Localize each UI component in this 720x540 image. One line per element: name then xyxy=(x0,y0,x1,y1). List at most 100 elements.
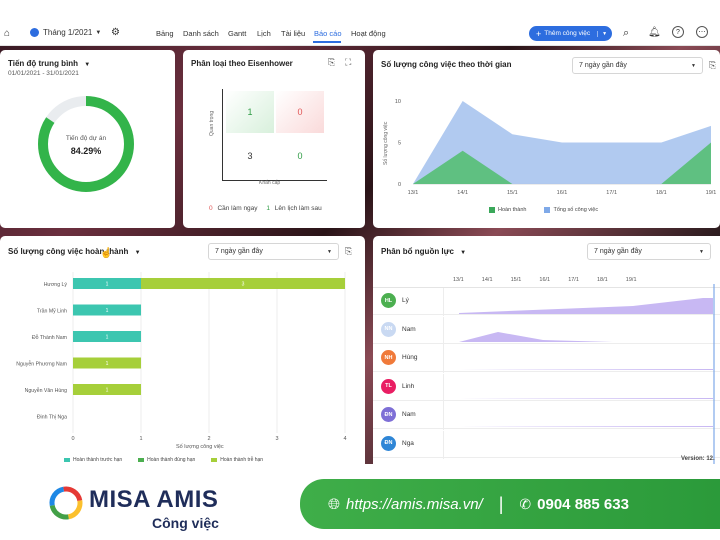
avatar: ĐN xyxy=(381,435,396,451)
column-divider xyxy=(443,316,444,345)
x-tick-label: 16/1 xyxy=(557,190,568,196)
phone-number[interactable]: 0904 885 633 xyxy=(537,495,629,513)
top-bar: ⌂ Tháng 1/2021 ▼ ⚙ Bảng Danh sách Gantt … xyxy=(0,0,720,46)
legend-swatch-done xyxy=(489,207,495,213)
bar-0 xyxy=(73,304,141,316)
period-selector[interactable]: Tháng 1/2021 ▼ xyxy=(30,28,101,37)
resource-area-nam-2 xyxy=(459,426,713,427)
export-icon[interactable]: ⎘ xyxy=(345,246,353,256)
home-icon[interactable]: ⌂ xyxy=(4,28,11,39)
bar-value-label: 3 xyxy=(242,282,245,288)
progress-value: 84.29% xyxy=(70,146,102,156)
legend-schedule: Lên lịch làm sau xyxy=(274,205,322,212)
tab-activity[interactable]: Hoạt động xyxy=(351,29,386,38)
resource-area-nam xyxy=(459,332,713,342)
avatar: NN xyxy=(381,321,396,337)
x-tick-label: 3 xyxy=(275,436,278,442)
avatar: HL xyxy=(381,293,396,308)
legend-swatch-early xyxy=(64,458,70,462)
tab-gantt[interactable]: Gantt xyxy=(228,29,247,38)
resource-name: Lý xyxy=(402,297,409,304)
quadrant-delegate[interactable]: 3 xyxy=(226,135,274,177)
more-icon[interactable]: ⋯ xyxy=(696,26,708,38)
eisenhower-title: Phân loại theo Eisenhower xyxy=(191,59,293,68)
y-tick-label: 10 xyxy=(395,99,401,105)
completed-filter[interactable]: 7 ngày gần đây ▼ xyxy=(208,243,339,260)
legend-marker-do-now: 0 xyxy=(209,205,213,212)
add-task-button[interactable]: + Thêm công việc ▼ xyxy=(529,26,612,41)
bar-value-label: 1 xyxy=(106,282,109,288)
tab-documents[interactable]: Tài liệu xyxy=(281,29,306,38)
x-tick-label: 0 xyxy=(71,436,74,442)
row-divider xyxy=(373,371,720,372)
resource-date-label: 19/1 xyxy=(625,277,637,283)
resource-date-label: 16/1 xyxy=(539,277,551,283)
plus-icon: + xyxy=(536,28,542,39)
website-link[interactable]: https://amis.misa.vn/ xyxy=(346,495,483,513)
tab-calendar[interactable]: Lịch xyxy=(257,29,271,38)
completed-x-axis-label: Số lượng công việc xyxy=(176,444,224,450)
chevron-down-icon[interactable]: ▼ xyxy=(84,62,91,68)
header-divider xyxy=(373,287,720,288)
resource-name: Linh xyxy=(402,382,415,390)
category-label: Đỗ Thành Nam xyxy=(32,334,67,341)
resources-title: Phân bổ nguồn lực ▼ xyxy=(381,247,467,256)
completed-title: Số lượng công việc hoàn thành ▼ xyxy=(8,247,141,256)
x-tick-label: 2 xyxy=(207,436,210,442)
legend-early: Hoàn thành trước hạn xyxy=(73,457,123,463)
resource-name: Hùng xyxy=(402,354,418,361)
x-tick-label: 18/1 xyxy=(656,190,667,196)
tab-board[interactable]: Bảng xyxy=(156,29,174,38)
quadrant-do-now[interactable]: 1 xyxy=(226,91,274,133)
column-divider xyxy=(443,288,444,316)
category-label: Hương Lý xyxy=(44,282,68,288)
row-divider xyxy=(373,428,720,429)
timeline-card: Số lượng công việc theo thời gian 7 ngày… xyxy=(373,50,720,228)
quadrant-schedule[interactable]: 0 xyxy=(276,91,324,133)
product-name: Công việc xyxy=(152,515,219,531)
avatar: NH xyxy=(381,350,396,365)
legend-swatch-late xyxy=(211,458,218,462)
bar-value-label: 1 xyxy=(106,335,109,341)
resources-timeline xyxy=(459,284,715,464)
column-divider xyxy=(443,430,444,459)
resource-date-label: 14/1 xyxy=(481,277,493,283)
chevron-down-icon[interactable]: ▼ xyxy=(134,250,141,256)
resources-filter[interactable]: 7 ngày gần đây ▼ xyxy=(587,243,711,260)
resource-date-label: 13/1 xyxy=(453,277,464,283)
x-axis-label: Khẩn cấp xyxy=(259,180,281,186)
resource-date-label: 17/1 xyxy=(568,277,579,283)
bar-0 xyxy=(73,278,141,289)
settings-icon[interactable]: ⚙ xyxy=(111,27,120,38)
tab-reports[interactable]: Báo cáo xyxy=(314,29,342,38)
help-icon[interactable]: ? xyxy=(672,26,684,38)
column-divider xyxy=(443,373,444,402)
legend-marker-schedule: 1 xyxy=(266,205,270,212)
expand-icon[interactable]: ⛶ xyxy=(345,57,352,67)
series-total-area xyxy=(413,101,711,184)
export-icon[interactable]: ⎘ xyxy=(709,60,717,70)
x-tick-label: 1 xyxy=(139,436,142,442)
x-tick-label: 4 xyxy=(343,436,346,442)
export-icon[interactable]: ⎘ xyxy=(328,57,336,67)
row-divider xyxy=(373,456,720,458)
chevron-down-icon: ▼ xyxy=(691,62,696,69)
chevron-down-icon[interactable]: ▼ xyxy=(460,250,467,256)
bar-value-label: 1 xyxy=(106,388,109,394)
completed-legend: Hoàn thành trước hạn Hoàn thành đúng hạn… xyxy=(64,457,263,463)
bell-icon[interactable]: 🔔︎ xyxy=(648,27,661,38)
legend-swatch-ontime xyxy=(138,458,145,462)
chevron-down-icon: ▼ xyxy=(327,248,332,255)
timeline-chart: 0 5 10 13/1 14/1 15/1 16/1 17/1 18/1 19/1 xyxy=(395,99,716,196)
category-label: Nguyễn Văn Hùng xyxy=(25,387,68,394)
completed-card: Số lượng công việc hoàn thành ▼ 7 ngày g… xyxy=(0,236,365,464)
resources-card: Phân bổ nguồn lực ▼ 7 ngày gần đây ▼ 13/1… xyxy=(373,236,720,464)
tab-list[interactable]: Danh sách xyxy=(183,29,219,38)
timeline-filter[interactable]: 7 ngày gần đây ▼ xyxy=(572,57,703,74)
search-icon[interactable]: ⌕ xyxy=(623,27,630,39)
legend-total: Tổng số công việc xyxy=(553,207,599,213)
quadrant-eliminate[interactable]: 0 xyxy=(276,135,324,177)
legend-ontime: Hoàn thành đúng hạn xyxy=(147,457,196,463)
bar-2 xyxy=(73,357,141,369)
bar-value-label: 1 xyxy=(106,308,109,314)
